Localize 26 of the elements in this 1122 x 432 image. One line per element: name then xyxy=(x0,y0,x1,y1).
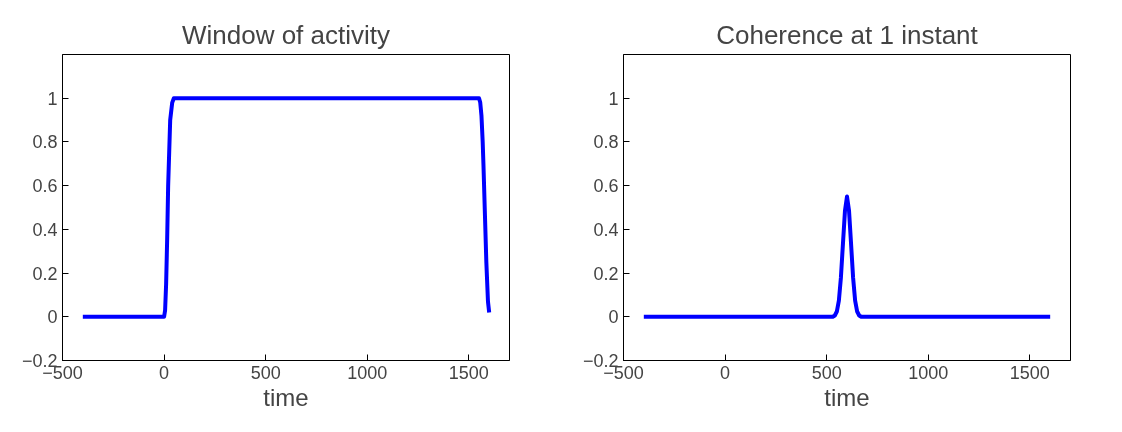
line-series xyxy=(641,194,1053,319)
y-tick-label: 1 xyxy=(608,88,619,109)
x-tick-label: 0 xyxy=(159,362,170,383)
x-tick-label: 1000 xyxy=(347,362,388,383)
chart-title: Window of activity xyxy=(181,19,391,50)
x-tick-label: 1500 xyxy=(1009,362,1050,383)
y-tick-label: 0.2 xyxy=(32,263,58,284)
y-tick-label: 0.8 xyxy=(32,132,58,153)
y-tick-label: 0.4 xyxy=(32,219,58,240)
x-tick-label: 500 xyxy=(811,362,842,383)
y-tick-label: 0 xyxy=(47,307,58,328)
y-tick-label: 0.8 xyxy=(593,132,619,153)
y-tick-label: 0 xyxy=(608,307,619,328)
y-tick-label: 0.4 xyxy=(593,219,619,240)
chart-title: Coherence at 1 instant xyxy=(716,19,979,50)
y-tick-label: 0.2 xyxy=(593,263,619,284)
line-series xyxy=(80,96,492,319)
x-tick-label: 1500 xyxy=(448,362,489,383)
x-tick-label: 0 xyxy=(720,362,731,383)
x-axis-title: time xyxy=(824,383,870,411)
x-axis-title: time xyxy=(263,383,309,411)
x-tick-label: 500 xyxy=(250,362,281,383)
y-tick-label: 0.6 xyxy=(32,176,58,197)
y-tick-label: 0.6 xyxy=(593,176,619,197)
y-tick-label: 1 xyxy=(47,88,58,109)
x-tick-label: 1000 xyxy=(908,362,949,383)
